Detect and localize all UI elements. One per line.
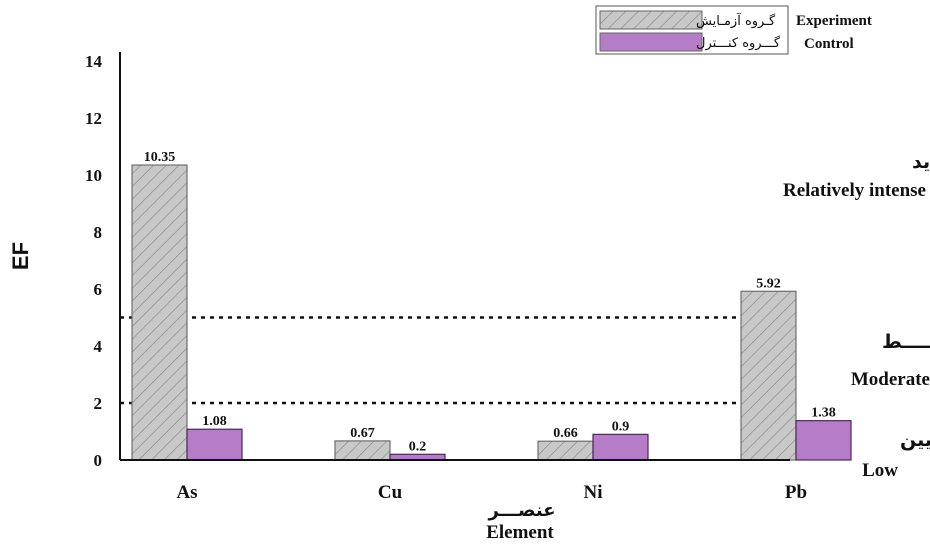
zone-moderate-en: Moderate [851, 369, 930, 390]
threshold-lines [120, 316, 770, 405]
data-label: 0.66 [553, 426, 578, 441]
x-tick-label-cu: Cu [378, 482, 403, 503]
zone-high-en: Relatively intense [783, 180, 926, 201]
x-tick-labels: AsCuNiPbFe [176, 482, 807, 503]
x-tick-label-ni: Ni [584, 482, 603, 503]
legend-swatch-experiment [599, 10, 703, 30]
x-tick-label-pb: Pb [785, 482, 807, 503]
legend-swatch-control [599, 32, 703, 52]
y-tick-label: 0 [94, 451, 103, 470]
y-axis-label: EF [8, 242, 33, 270]
data-label: 0.2 [409, 439, 427, 454]
y-tick-label: 6 [94, 280, 103, 299]
x-axis-label: Element [486, 522, 554, 543]
bar-pb-experiment [740, 290, 797, 461]
bars [131, 164, 852, 461]
y-tick-label: 10 [85, 166, 102, 185]
zone-low-en: Low [862, 460, 898, 481]
bar-cu-experiment [334, 440, 391, 461]
x-axis-label-fa: عنصـــر [487, 500, 555, 521]
data-label: 1.08 [202, 414, 227, 429]
axes [119, 52, 790, 461]
zone-low-fa: پـــــایین [900, 429, 930, 451]
data-label: 0.9 [612, 419, 630, 434]
legend: گـروه آزمـایش گـــروه کنـــترل Experimen… [595, 5, 872, 55]
zone-moderate-fa: متوســـــط [882, 331, 930, 353]
y-tick-label: 2 [94, 394, 103, 413]
zone-high-fa: نســـبتا شـــدید [912, 151, 930, 173]
data-labels: 10.351.080.670.20.660.95.921.3811 [144, 150, 836, 454]
data-label: 0.67 [350, 426, 375, 441]
y-tick-labels: 0 2 4 6 8 10 12 14 [85, 52, 103, 470]
data-label: 10.35 [144, 150, 176, 165]
y-tick-label: 8 [94, 223, 103, 242]
bar-ni-experiment [537, 440, 594, 461]
bar-as-control [186, 428, 243, 461]
zone-labels: نســـبتا شـــدید Relatively intense متوس… [783, 151, 930, 481]
legend-label-experiment-fa: گـروه آزمـایش [696, 12, 776, 29]
y-tick-label: 14 [85, 52, 103, 71]
y-tick-label: 12 [85, 109, 102, 128]
bar-pb-control [795, 420, 852, 461]
y-tick-label: 4 [94, 337, 103, 356]
legend-label-control-fa: گـــروه کنـــترل [696, 35, 781, 51]
x-tick-label-as: As [176, 482, 197, 503]
bar-as-experiment [131, 164, 188, 461]
data-label: 1.38 [811, 406, 836, 421]
data-label: 5.92 [756, 276, 781, 291]
bar-ni-control [592, 433, 649, 461]
legend-label-experiment: Experiment [796, 13, 872, 29]
legend-label-control: Control [804, 36, 854, 52]
